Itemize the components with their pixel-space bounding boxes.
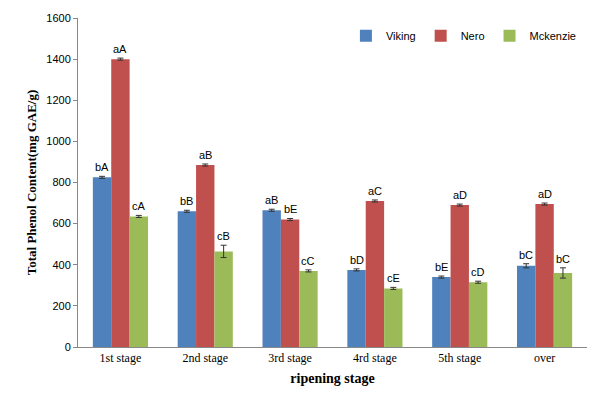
svg-text:5th stage: 5th stage [438,351,481,365]
svg-text:Mckenzie: Mckenzie [530,30,576,42]
svg-text:1000: 1000 [46,135,70,147]
svg-text:cD: cD [471,266,485,278]
svg-text:bA: bA [95,161,109,173]
svg-text:600: 600 [52,217,70,229]
svg-text:bE: bE [435,261,448,273]
svg-text:bB: bB [180,195,193,207]
svg-text:bC: bC [519,249,533,261]
svg-text:over: over [534,351,555,365]
svg-text:1200: 1200 [46,94,70,106]
svg-text:Viking: Viking [386,30,416,42]
svg-text:bE: bE [284,203,297,215]
svg-text:4rd stage: 4rd stage [353,351,397,365]
svg-text:bD: bD [350,254,364,266]
svg-text:cC: cC [301,255,315,267]
svg-text:aB: aB [199,149,212,161]
svg-text:1600: 1600 [46,12,70,24]
svg-text:800: 800 [52,176,70,188]
svg-text:bC: bC [556,253,570,265]
svg-text:aD: aD [453,189,467,201]
svg-text:aD: aD [538,188,552,200]
svg-text:400: 400 [52,259,70,271]
svg-text:cB: cB [217,230,230,242]
svg-text:200: 200 [52,300,70,312]
svg-text:Total Phenol Content(mg GAE/g): Total Phenol Content(mg GAE/g) [24,90,39,276]
svg-text:0: 0 [65,341,71,353]
svg-text:1400: 1400 [46,53,70,65]
svg-text:aB: aB [265,194,278,206]
svg-text:ripening stage: ripening stage [290,371,374,386]
svg-text:2nd stage: 2nd stage [182,351,228,365]
svg-text:aA: aA [113,43,127,55]
svg-text:3rd stage: 3rd stage [268,351,312,365]
svg-text:aC: aC [368,185,382,197]
svg-text:1st stage: 1st stage [100,351,142,365]
svg-text:Nero: Nero [461,30,485,42]
svg-text:cE: cE [387,272,400,284]
svg-text:cA: cA [132,200,146,212]
